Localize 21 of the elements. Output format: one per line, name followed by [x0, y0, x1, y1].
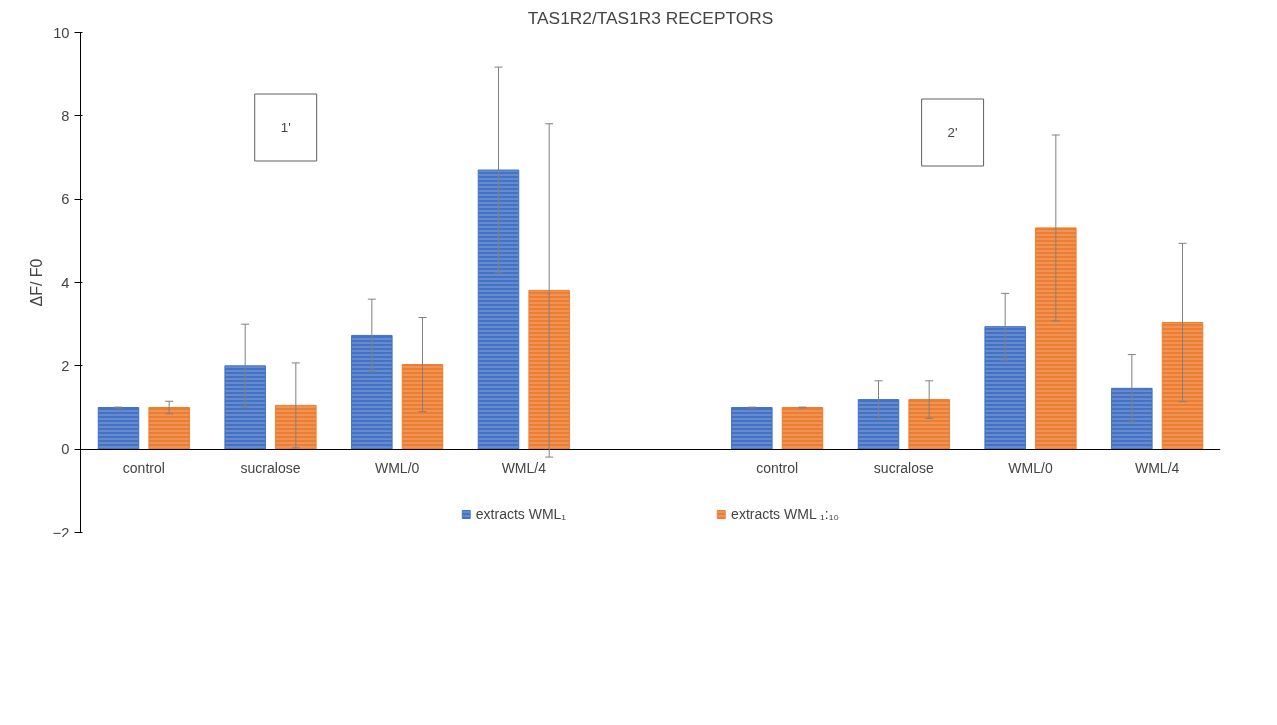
legend-label: extracts WML₁	[475, 506, 567, 522]
x-tick-label: sucralose	[240, 460, 301, 477]
y-tick-label: 2	[61, 357, 70, 374]
x-tick-label: WML/0	[375, 460, 420, 477]
y-axis-title: ΔF/ F0	[27, 258, 45, 307]
x-tick-label: WML/4	[1135, 460, 1180, 477]
y-tick-label: 0	[61, 441, 70, 458]
x-tick-label: control	[122, 460, 165, 477]
x-tick-label: WML/4	[501, 460, 547, 477]
y-tick-label: −2	[52, 524, 70, 541]
y-tick-label: 6	[61, 191, 70, 208]
y-tick-label: 10	[53, 24, 70, 41]
y-tick-label: 8	[61, 107, 70, 124]
y-tick-label: 4	[61, 274, 70, 291]
legend-label: extracts WML ₁:₁₀	[731, 506, 840, 522]
x-tick-label: control	[756, 460, 799, 477]
annotation: 1'	[280, 120, 291, 135]
annotation: 2'	[947, 125, 958, 140]
x-tick-label: sucralose	[873, 460, 935, 477]
chart-title: TAS1R2/TAS1R3 RECEPTORS	[527, 7, 774, 28]
x-tick-label: WML/0	[1008, 460, 1053, 477]
